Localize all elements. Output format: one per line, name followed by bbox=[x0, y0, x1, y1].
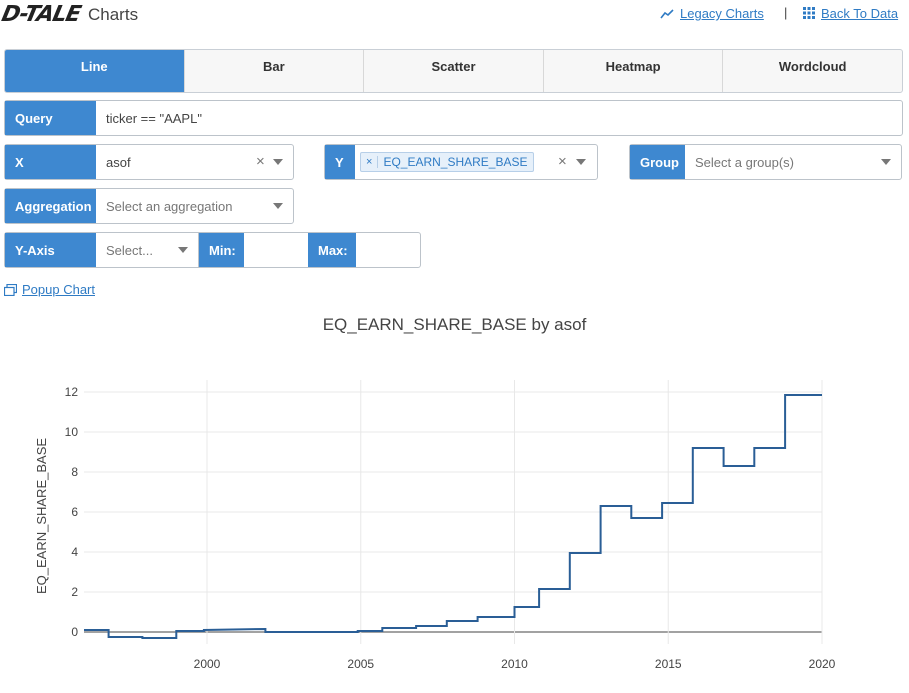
chevron-down-icon[interactable] bbox=[881, 159, 891, 165]
x-tick-label: 2015 bbox=[655, 657, 682, 671]
line-chart: 0 2 4 6 8 10 12 2000 2005 2010 2015 2020 EQ_EARN_SH… bbox=[34, 380, 836, 671]
aggregation-field: Aggregation Select an aggregation bbox=[4, 188, 294, 224]
chevron-down-icon[interactable] bbox=[178, 247, 188, 253]
y-tick-label: 12 bbox=[65, 385, 79, 399]
y-chip-label: EQ_EARN_SHARE_BASE bbox=[383, 155, 528, 169]
yaxis-field: Y-Axis Select... Min: Max: bbox=[4, 232, 421, 268]
y-select[interactable]: × EQ_EARN_SHARE_BASE × bbox=[355, 145, 597, 179]
min-label: Min: bbox=[199, 233, 244, 267]
x-select[interactable]: asof × bbox=[96, 145, 293, 179]
app-header: D-TALE Charts Legacy Charts | Back To Da… bbox=[0, 0, 909, 32]
y-selected-chip: × EQ_EARN_SHARE_BASE bbox=[360, 152, 534, 172]
max-label: Max: bbox=[308, 233, 356, 267]
y-tick-label: 0 bbox=[71, 625, 78, 639]
chart-title: EQ_EARN_SHARE_BASE by asof bbox=[322, 315, 587, 334]
back-to-data-link[interactable]: Back To Data bbox=[803, 6, 898, 22]
legacy-charts-label: Legacy Charts bbox=[680, 6, 764, 21]
chart-grid bbox=[84, 380, 823, 644]
group-placeholder: Select a group(s) bbox=[695, 154, 794, 170]
aggregation-placeholder: Select an aggregation bbox=[106, 198, 233, 214]
y-label: Y bbox=[325, 145, 355, 179]
popup-chart-link[interactable]: Popup Chart bbox=[3, 282, 95, 299]
y-tick-label: 2 bbox=[71, 585, 78, 599]
aggregation-select[interactable]: Select an aggregation bbox=[96, 189, 293, 223]
x-value: asof bbox=[106, 154, 131, 170]
query-label: Query bbox=[5, 101, 96, 135]
y-field: Y × EQ_EARN_SHARE_BASE × bbox=[324, 144, 598, 180]
group-label: Group bbox=[630, 145, 685, 179]
tab-scatter[interactable]: Scatter bbox=[364, 50, 544, 92]
popup-window-icon bbox=[3, 283, 18, 299]
y-tick-label: 4 bbox=[71, 545, 78, 559]
tab-heatmap[interactable]: Heatmap bbox=[544, 50, 724, 92]
group-select[interactable]: Select a group(s) bbox=[685, 145, 901, 179]
clear-icon[interactable]: × bbox=[558, 153, 567, 170]
series-line bbox=[84, 394, 822, 639]
y-tick-label: 6 bbox=[71, 505, 78, 519]
query-field: Query ticker == "AAPL" bbox=[4, 100, 903, 136]
grid-icon bbox=[803, 7, 815, 22]
clear-icon[interactable]: × bbox=[256, 153, 265, 170]
page-title: Charts bbox=[88, 5, 139, 24]
y-tick-label: 8 bbox=[71, 465, 78, 479]
y-axis-label: EQ_EARN_SHARE_BASE bbox=[34, 438, 49, 594]
chevron-down-icon[interactable] bbox=[273, 159, 283, 165]
yaxis-select[interactable]: Select... bbox=[96, 233, 199, 267]
x-tick-label: 2020 bbox=[809, 657, 836, 671]
x-tick-label: 2000 bbox=[194, 657, 221, 671]
yaxis-placeholder: Select... bbox=[106, 242, 153, 258]
aggregation-label: Aggregation bbox=[5, 189, 96, 223]
x-label: X bbox=[5, 145, 96, 179]
legacy-charts-link[interactable]: Legacy Charts bbox=[660, 6, 764, 22]
remove-chip-icon[interactable]: × bbox=[361, 156, 379, 168]
group-field: Group Select a group(s) bbox=[629, 144, 902, 180]
chart-ticks: 0 2 4 6 8 10 12 2000 2005 2010 2015 2020 bbox=[65, 385, 836, 671]
chevron-down-icon[interactable] bbox=[576, 159, 586, 165]
query-input[interactable]: ticker == "AAPL" bbox=[106, 110, 202, 126]
popup-chart-label: Popup Chart bbox=[22, 282, 95, 297]
tab-bar[interactable]: Bar bbox=[185, 50, 365, 92]
chevron-down-icon[interactable] bbox=[273, 203, 283, 209]
tab-line[interactable]: Line bbox=[5, 50, 185, 92]
x-field: X asof × bbox=[4, 144, 294, 180]
yaxis-label: Y-Axis bbox=[5, 233, 96, 267]
back-to-data-label: Back To Data bbox=[821, 6, 899, 21]
dtale-logo: D-TALE bbox=[0, 2, 83, 27]
header-separator: | bbox=[784, 5, 788, 20]
x-tick-label: 2010 bbox=[501, 657, 528, 671]
tab-wordcloud[interactable]: Wordcloud bbox=[778, 59, 847, 74]
y-tick-label: 10 bbox=[65, 425, 79, 439]
chart-type-tabs: Line Bar Scatter Heatmap Wordcloud bbox=[4, 49, 903, 93]
x-tick-label: 2005 bbox=[347, 657, 374, 671]
line-chart-icon bbox=[660, 7, 674, 22]
max-input[interactable] bbox=[356, 233, 420, 267]
min-input[interactable] bbox=[244, 233, 308, 267]
